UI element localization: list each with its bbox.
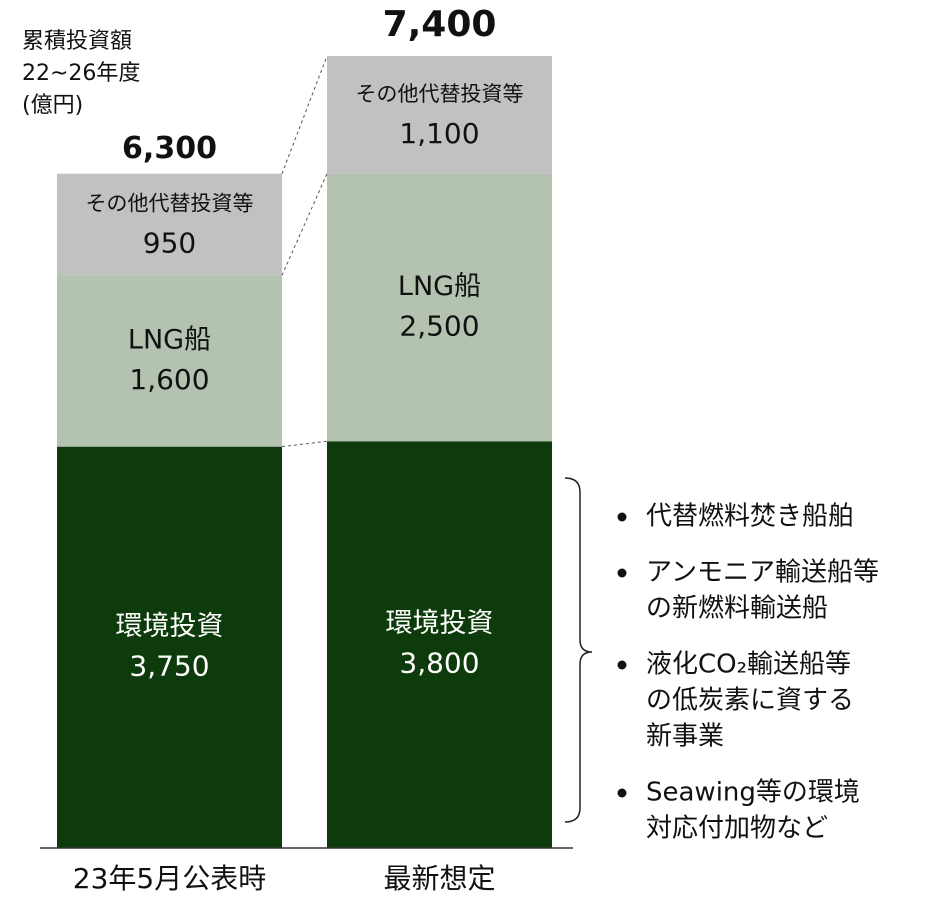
segment-name: 環境投資 — [116, 611, 224, 642]
bullet-dot — [617, 512, 627, 522]
connector — [281, 55, 328, 174]
segment-name: その他代替投資等 — [356, 82, 524, 106]
bullet-dot — [617, 568, 627, 578]
bullet-text: 対応付加物など — [646, 814, 828, 844]
bar-segment — [327, 56, 552, 174]
data-label: 1,600 — [129, 363, 209, 396]
data-label: 2,500 — [399, 310, 479, 343]
bullet-dot — [617, 788, 627, 798]
x-tick-label: 最新想定 — [383, 862, 495, 895]
bar-segment — [57, 275, 282, 447]
bullet-text: 新事業 — [646, 722, 724, 752]
bracket — [564, 477, 593, 823]
segment-name: LNG船 — [398, 271, 481, 302]
total-label: 6,300 — [122, 131, 217, 166]
bar-segment — [327, 173, 552, 442]
data-label: 1,100 — [399, 117, 479, 150]
x-tick-label: 23年5月公表時 — [73, 862, 266, 895]
connector — [281, 440, 328, 448]
bullet-text: 代替燃料焚き船舶 — [646, 502, 854, 532]
data-label: 3,750 — [129, 649, 209, 682]
bullet-text: の新燃料輸送船 — [646, 594, 828, 624]
total-label: 7,400 — [383, 4, 497, 45]
bullet-text: の低炭素に資する — [646, 686, 854, 716]
data-label: 950 — [143, 227, 196, 260]
segment-name: 環境投資 — [386, 608, 494, 639]
axis-label: 累積投資額 — [22, 29, 132, 54]
connector — [281, 173, 328, 276]
bullet-text: 液化CO₂輸送船等 — [646, 650, 851, 680]
bullet-text: アンモニア輸送船等 — [646, 558, 879, 588]
segment-name: その他代替投資等 — [86, 192, 254, 216]
bullet-text: Seawing等の環境 — [646, 778, 860, 808]
axis-label: (億円) — [22, 93, 83, 118]
axis-label: 22~26年度 — [22, 61, 140, 86]
data-label: 3,800 — [399, 647, 479, 680]
segment-name: LNG船 — [128, 325, 211, 356]
bar-segment — [57, 173, 282, 276]
bar-segment — [57, 446, 282, 848]
bullet-dot — [617, 660, 627, 670]
bar-segment — [327, 441, 552, 848]
